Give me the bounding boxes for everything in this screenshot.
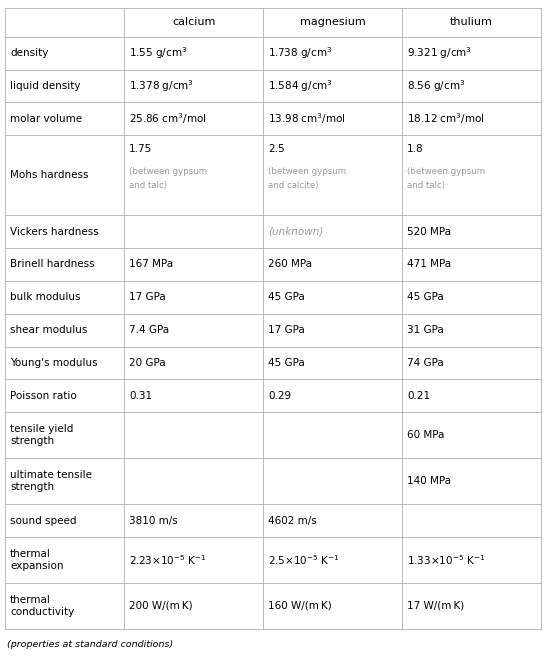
Text: liquid density: liquid density — [10, 81, 80, 91]
Text: 1.75: 1.75 — [129, 144, 152, 154]
Text: bulk modulus: bulk modulus — [10, 292, 80, 302]
Text: 0.29: 0.29 — [268, 391, 291, 401]
Text: 7.4 GPa: 7.4 GPa — [129, 325, 169, 335]
Text: 74 GPa: 74 GPa — [407, 358, 444, 368]
Text: 200 W/(m K): 200 W/(m K) — [129, 601, 193, 611]
Text: (unknown): (unknown) — [268, 227, 323, 237]
Text: 160 W/(m K): 160 W/(m K) — [268, 601, 332, 611]
Text: (between gypsum: (between gypsum — [268, 167, 346, 175]
Text: molar volume: molar volume — [10, 114, 82, 124]
Text: 45 GPa: 45 GPa — [268, 292, 305, 302]
Text: (properties at standard conditions): (properties at standard conditions) — [7, 640, 173, 649]
Text: (between gypsum: (between gypsum — [407, 167, 485, 175]
Text: 17 GPa: 17 GPa — [129, 292, 166, 302]
Text: thermal
expansion: thermal expansion — [10, 549, 63, 571]
Text: 13.98 cm$^{\mathregular{3}}$/mol: 13.98 cm$^{\mathregular{3}}$/mol — [268, 111, 346, 126]
Text: 31 GPa: 31 GPa — [407, 325, 444, 335]
Text: tensile yield
strength: tensile yield strength — [10, 424, 73, 446]
Text: 167 MPa: 167 MPa — [129, 259, 173, 269]
Text: Brinell hardness: Brinell hardness — [10, 259, 94, 269]
Text: calcium: calcium — [172, 17, 215, 27]
Text: and calcite): and calcite) — [268, 181, 318, 190]
Text: 9.321 g/cm$^{\mathregular{3}}$: 9.321 g/cm$^{\mathregular{3}}$ — [407, 45, 472, 61]
Text: 18.12 cm$^{\mathregular{3}}$/mol: 18.12 cm$^{\mathregular{3}}$/mol — [407, 111, 485, 126]
Text: 17 W/(m K): 17 W/(m K) — [407, 601, 464, 611]
Text: magnesium: magnesium — [300, 17, 365, 27]
Text: (between gypsum: (between gypsum — [129, 167, 207, 175]
Text: shear modulus: shear modulus — [10, 325, 87, 335]
Text: 8.56 g/cm$^{\mathregular{3}}$: 8.56 g/cm$^{\mathregular{3}}$ — [407, 78, 466, 94]
Text: 4602 m/s: 4602 m/s — [268, 516, 317, 526]
Text: 471 MPa: 471 MPa — [407, 259, 451, 269]
Text: 520 MPa: 520 MPa — [407, 227, 451, 237]
Text: 1.8: 1.8 — [407, 144, 424, 154]
Text: 1.738 g/cm$^{\mathregular{3}}$: 1.738 g/cm$^{\mathregular{3}}$ — [268, 45, 333, 61]
Text: Poisson ratio: Poisson ratio — [10, 391, 77, 401]
Text: 2.23×10$^{\mathregular{−5}}$ K$^{\mathregular{−1}}$: 2.23×10$^{\mathregular{−5}}$ K$^{\mathre… — [129, 553, 207, 567]
Text: 2.5: 2.5 — [268, 144, 284, 154]
Text: 60 MPa: 60 MPa — [407, 430, 444, 440]
Text: thulium: thulium — [450, 17, 493, 27]
Text: 2.5×10$^{\mathregular{−5}}$ K$^{\mathregular{−1}}$: 2.5×10$^{\mathregular{−5}}$ K$^{\mathreg… — [268, 553, 340, 567]
Text: and talc): and talc) — [129, 181, 167, 190]
Text: Vickers hardness: Vickers hardness — [10, 227, 99, 237]
Text: 17 GPa: 17 GPa — [268, 325, 305, 335]
Text: 20 GPa: 20 GPa — [129, 358, 166, 368]
Text: 260 MPa: 260 MPa — [268, 259, 312, 269]
Text: 0.31: 0.31 — [129, 391, 152, 401]
Text: sound speed: sound speed — [10, 516, 76, 526]
Text: 1.33×10$^{\mathregular{−5}}$ K$^{\mathregular{−1}}$: 1.33×10$^{\mathregular{−5}}$ K$^{\mathre… — [407, 553, 485, 567]
Text: 45 GPa: 45 GPa — [268, 358, 305, 368]
Text: 3810 m/s: 3810 m/s — [129, 516, 178, 526]
Text: density: density — [10, 48, 49, 58]
Text: and talc): and talc) — [407, 181, 445, 190]
Text: 0.21: 0.21 — [407, 391, 430, 401]
Text: 1.584 g/cm$^{\mathregular{3}}$: 1.584 g/cm$^{\mathregular{3}}$ — [268, 78, 333, 94]
Text: 45 GPa: 45 GPa — [407, 292, 444, 302]
Text: ultimate tensile
strength: ultimate tensile strength — [10, 470, 92, 492]
Text: Young's modulus: Young's modulus — [10, 358, 98, 368]
Text: 140 MPa: 140 MPa — [407, 476, 451, 486]
Text: thermal
conductivity: thermal conductivity — [10, 595, 74, 617]
Text: Mohs hardness: Mohs hardness — [10, 170, 88, 180]
Text: 1.55 g/cm$^{\mathregular{3}}$: 1.55 g/cm$^{\mathregular{3}}$ — [129, 45, 188, 61]
Text: 25.86 cm$^{\mathregular{3}}$/mol: 25.86 cm$^{\mathregular{3}}$/mol — [129, 111, 206, 126]
Text: 1.378 g/cm$^{\mathregular{3}}$: 1.378 g/cm$^{\mathregular{3}}$ — [129, 78, 194, 94]
